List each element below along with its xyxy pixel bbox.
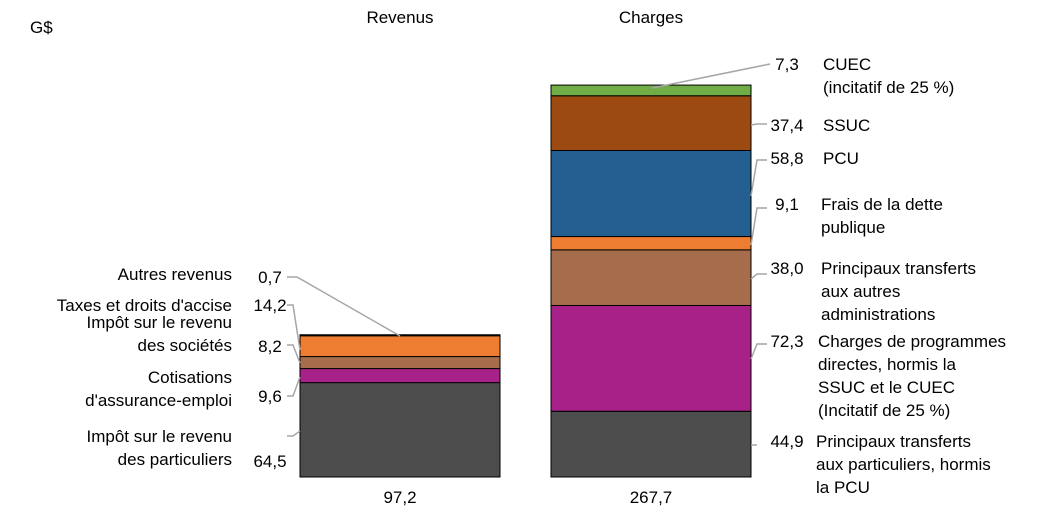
leader-line <box>287 276 401 337</box>
value-label: 72,3 <box>770 332 803 351</box>
total-label-charges: 267,7 <box>630 488 673 507</box>
leader-line <box>750 159 767 197</box>
value-label: 14,2 <box>253 296 286 315</box>
bar-layer <box>299 84 752 478</box>
segment-label: Taxes et droits d'accise <box>57 296 232 315</box>
segment-label: Autres revenus <box>118 265 232 284</box>
segment-label: Principaux transferts aux particuliers, h… <box>816 432 991 497</box>
value-label: 0,7 <box>258 268 282 287</box>
leader-line <box>750 207 767 246</box>
value-label: 8,2 <box>258 337 282 356</box>
segment-label: Impôt sur le revenu des sociétés <box>86 313 232 355</box>
bar-segment-charges-4 <box>550 149 752 238</box>
bar-segment-revenus-3 <box>299 335 501 358</box>
value-label: 9,1 <box>775 195 799 214</box>
leader-line <box>750 123 767 126</box>
bar-segment-charges-6 <box>550 84 752 97</box>
total-label-revenus: 97,2 <box>383 488 416 507</box>
value-label: 37,4 <box>770 116 803 135</box>
segment-label: PCU <box>823 149 859 168</box>
value-label: 44,9 <box>770 432 803 451</box>
category-label-charges: Charges <box>619 8 683 27</box>
segment-label: CUEC (incitatif de 25 %) <box>823 55 954 97</box>
bar-segment-charges-0 <box>550 410 752 478</box>
leader-line <box>651 63 771 89</box>
leader-line <box>750 273 767 280</box>
leader-line <box>287 304 301 351</box>
segment-label: Principaux transferts aux autres administr… <box>821 259 976 324</box>
bar-segment-charges-2 <box>550 249 752 306</box>
segment-label: SSUC <box>823 116 870 135</box>
value-label: 38,0 <box>770 259 803 278</box>
bar-segment-charges-3 <box>550 236 752 251</box>
segment-label: Cotisations d'assurance-emploi <box>85 368 232 410</box>
leader-line <box>287 430 301 437</box>
bar-segment-revenus-2 <box>299 356 501 370</box>
leader-line <box>287 344 301 364</box>
unit-label: G$ <box>30 18 53 37</box>
segment-label: Frais de la dette publique <box>821 195 943 237</box>
bar-segment-revenus-0 <box>299 382 501 478</box>
value-label: 64,5 <box>253 452 286 471</box>
category-label-revenus: Revenus <box>366 8 433 27</box>
bar-segment-charges-1 <box>550 304 752 412</box>
segment-label: Charges de programmes directes, hormis la… <box>818 332 1006 420</box>
value-label: 9,6 <box>258 387 282 406</box>
leader-line <box>287 376 301 397</box>
value-label: 58,8 <box>770 149 803 168</box>
segment-label: Impôt sur le revenu des particuliers <box>86 427 232 469</box>
callout-layer: 64,5 Impôt sur le revenu des particuliers 9… <box>57 55 1006 497</box>
value-label: 7,3 <box>775 55 799 74</box>
leader-line <box>750 343 767 360</box>
bar-segment-revenus-1 <box>299 368 501 384</box>
bar-segment-charges-5 <box>550 95 752 151</box>
